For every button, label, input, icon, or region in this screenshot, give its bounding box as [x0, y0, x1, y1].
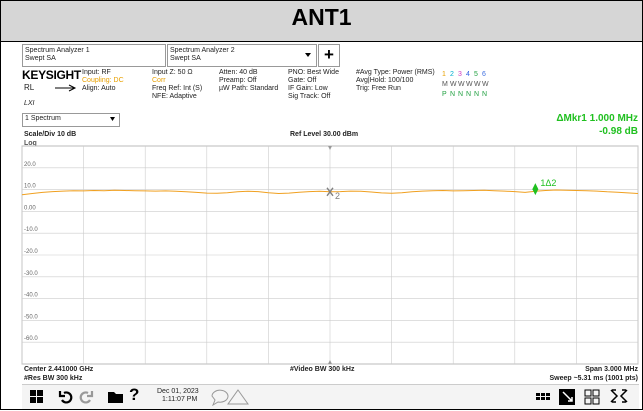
- marker-symbol: [326, 187, 334, 197]
- grid-button[interactable]: [536, 393, 550, 400]
- input-icon: [55, 84, 77, 92]
- status-text: Trig: Free Run: [356, 85, 401, 92]
- trace-detector: N: [482, 91, 488, 98]
- y-tick-label: 0.00: [24, 205, 36, 211]
- message-icon[interactable]: [211, 389, 229, 406]
- touch-button[interactable]: [559, 389, 575, 405]
- trace-type: W: [458, 81, 465, 88]
- y-tick-label: -50.0: [24, 314, 38, 320]
- trace-type: W: [450, 81, 457, 88]
- trace-type: M: [442, 81, 448, 88]
- ref-level: Ref Level 30.00 dBm: [290, 131, 359, 138]
- tab-title: Spectrum Analyzer 2: [170, 47, 235, 54]
- marker: [532, 183, 539, 196]
- date: Dec 01, 2023: [157, 388, 199, 395]
- trace-type: W: [466, 81, 473, 88]
- rl-label: RL: [24, 83, 35, 92]
- marker-symbol: [532, 183, 539, 196]
- add-tab-button[interactable]: +: [318, 44, 340, 67]
- logo: KEYSIGHT: [22, 68, 81, 82]
- status-text: Avg|Hold: 100/100: [356, 77, 414, 84]
- status-text: Sig Track: Off: [288, 93, 331, 100]
- y-tick-label: -40.0: [24, 293, 38, 299]
- status-text: Input Z: 50 Ω: [152, 69, 193, 76]
- taskbar: [22, 384, 639, 409]
- view-name: 1 Spectrum: [25, 115, 61, 122]
- status-text: µW Path: Standard: [219, 85, 279, 92]
- y-tick-label: -10.0: [24, 227, 38, 233]
- window-title: ANT1: [291, 4, 352, 30]
- scale-label: Scale/Div 10 dB: [24, 131, 77, 138]
- marker-label: 1Δ2: [540, 178, 556, 188]
- tab-subtitle: Swept SA: [25, 55, 56, 62]
- status-text: Freq Ref: Int (S): [152, 85, 203, 92]
- redo-button[interactable]: [79, 391, 94, 404]
- span: Span 3.000 MHz: [585, 366, 638, 373]
- trace-type: W: [482, 81, 489, 88]
- fullscreen-button[interactable]: [610, 389, 628, 403]
- trace-number: 3: [458, 71, 462, 78]
- y-tick-label: -20.0: [24, 249, 38, 255]
- dropdown-arrow: [110, 117, 115, 121]
- status-text: PNO: Best Wide: [288, 69, 339, 76]
- alert-icon[interactable]: [227, 389, 249, 405]
- trace-number: 4: [466, 71, 470, 78]
- status-text: Preamp: Off: [219, 77, 257, 84]
- trace-detector: N: [458, 91, 464, 98]
- marker-readout-label: ΔMkr1 1.000 MHz: [556, 113, 638, 124]
- marker-label: 2: [335, 191, 340, 201]
- tab-title: Spectrum Analyzer 1: [25, 47, 90, 54]
- trace-detector: N: [466, 91, 472, 98]
- status-text: Atten: 40 dB: [219, 69, 258, 76]
- tab-subtitle: Swept SA: [170, 55, 201, 62]
- y-tick-label: 20.0: [24, 162, 36, 168]
- status-text: NFE: Adaptive: [152, 93, 197, 100]
- trace-detector: N: [474, 91, 480, 98]
- windows-button[interactable]: [30, 390, 43, 403]
- trace-number: 5: [474, 71, 478, 78]
- status-icons: [211, 389, 249, 406]
- tab[interactable]: [167, 44, 317, 67]
- folder-button[interactable]: [108, 392, 123, 403]
- time: 1:11:07 PM: [162, 396, 198, 403]
- trace-number: 6: [482, 71, 486, 78]
- trace-detector: P: [442, 91, 447, 98]
- help-button[interactable]: ?: [129, 385, 140, 404]
- trace-detector: N: [450, 91, 456, 98]
- video-bw: #Video BW 300 kHz: [290, 366, 355, 373]
- marker-readout-value: -0.98 dB: [599, 126, 638, 137]
- lxi-label: LXI: [24, 100, 35, 107]
- trace-type: W: [474, 81, 481, 88]
- log-label: Log: [24, 140, 37, 147]
- taskbar-icons: [30, 390, 123, 404]
- marker: [326, 187, 334, 197]
- view-selector[interactable]: [22, 113, 120, 127]
- trace-number: 1: [442, 71, 446, 78]
- y-tick-label: -30.0: [24, 271, 38, 277]
- tab[interactable]: [22, 44, 166, 67]
- y-tick-label: -60.0: [24, 336, 38, 342]
- title-bar: [0, 0, 643, 42]
- status-text: Coupling: DC: [82, 77, 124, 84]
- status-text: Input: RF: [82, 69, 111, 76]
- dropdown-arrow: [305, 53, 311, 57]
- res-bw: #Res BW 300 kHz: [24, 375, 83, 382]
- trace-number: 2: [450, 71, 454, 78]
- status-text: Gate: Off: [288, 77, 317, 84]
- status-text: Corr: [152, 77, 166, 84]
- y-tick-label: 10.0: [24, 184, 36, 190]
- status-text: IF Gain: Low: [288, 85, 328, 92]
- status-text: Align: Auto: [82, 85, 116, 92]
- sweep: Sweep ~5.31 ms (1001 pts): [549, 375, 638, 382]
- layout-button[interactable]: [584, 389, 600, 405]
- status-text: #Avg Type: Power (RMS): [356, 69, 435, 76]
- undo-button[interactable]: [58, 391, 73, 404]
- view-icons: [536, 389, 628, 405]
- center-frequency: Center 2.441000 GHz: [24, 366, 94, 373]
